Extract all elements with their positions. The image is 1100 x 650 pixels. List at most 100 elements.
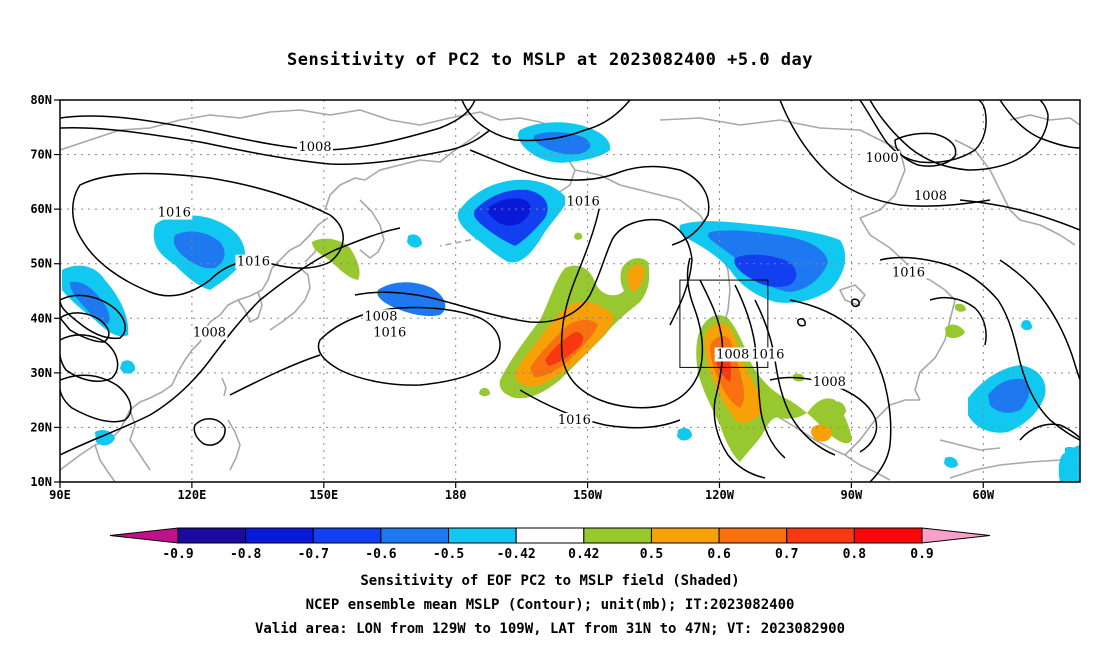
- colorbar-label: -0.8: [230, 547, 261, 562]
- colorbar-swatch: [515, 527, 585, 544]
- graticule: [60, 100, 1080, 482]
- lon-label: 120E: [177, 488, 206, 502]
- neg-region-west-core: [70, 281, 110, 324]
- colorbar-swatch: [380, 527, 450, 544]
- colorbar-swatch: [177, 527, 247, 544]
- pos-region-green-small-5: [479, 387, 490, 397]
- contour-label: 1008: [914, 189, 947, 204]
- colorbar: -0.9 -0.8 -0.7 -0.6 -0.5 -0.42 0.42 0.5 0.6 0.7 0.…: [109, 527, 991, 562]
- lon-label: 150E: [309, 488, 338, 502]
- longitude-axis: 90E 120E 150E 180 150W 120W 90W 60W: [49, 482, 995, 502]
- pos-region-green-small-1: [312, 238, 360, 280]
- neg-region-small-7: [1064, 446, 1080, 470]
- map-frame: [59, 99, 1081, 483]
- caption-line-3: Valid area: LON from 129W to 109W, LAT f…: [254, 621, 845, 637]
- contour-label: 1008: [193, 326, 226, 341]
- contour-label-bg: [297, 140, 333, 155]
- neg-region-small-2: [120, 360, 136, 374]
- neg-region-na-core: [734, 254, 797, 288]
- valid-area-box: [679, 279, 769, 368]
- colorbar-label: 0.42: [568, 547, 599, 562]
- colorbar-swatch: [583, 527, 652, 544]
- pos-region-green-small-3: [955, 303, 966, 312]
- lat-label: 50N: [30, 257, 52, 271]
- colorbar-label: 0.5: [640, 547, 663, 562]
- contour-label: 1016: [373, 326, 406, 341]
- contour-label-bg: [235, 254, 272, 269]
- contour-label-bg: [191, 325, 228, 340]
- contour-label: 1008: [813, 375, 846, 390]
- colorbar-swatch: [718, 527, 788, 544]
- colorbar-arrow-low: [109, 527, 179, 544]
- contour-label-bg: [556, 412, 593, 427]
- lat-label: 10N: [30, 475, 52, 489]
- contour-label-bg: [749, 347, 786, 362]
- lat-label: 30N: [30, 366, 52, 380]
- map-area: 1008101610161008101610081016100010081016…: [60, 100, 1080, 482]
- neg-region-small-4: [407, 234, 422, 248]
- lat-label: 40N: [30, 311, 52, 325]
- contour-label: 1016: [892, 266, 925, 281]
- pos-region-mexico-orange: [811, 424, 832, 442]
- contour-label-bg: [362, 309, 399, 324]
- colorbar-label: -0.9: [162, 547, 193, 562]
- contour-labels: 1008101610161008101610081016100010081016…: [156, 140, 949, 428]
- colorbar-swatch: [650, 527, 720, 544]
- contour-label-bg: [890, 265, 927, 280]
- contour-label-bg: [371, 325, 408, 340]
- caption-line-1: Sensitivity of EOF PC2 to MSLP field (Sh…: [360, 573, 740, 589]
- contour-label-bg: [565, 194, 602, 209]
- contour-label-bg: [714, 347, 751, 362]
- lat-label: 80N: [30, 93, 52, 107]
- contour-label: 1008: [716, 347, 749, 362]
- pos-region-green-small-4: [574, 232, 583, 240]
- contour-label-bg: [864, 151, 901, 166]
- pos-region-green-small-7: [829, 401, 846, 418]
- pos-region-green-small-2: [945, 324, 965, 339]
- neg-region-bering-core: [487, 198, 531, 226]
- colorbar-swatch: [786, 527, 855, 544]
- colorbar-swatch: [853, 527, 923, 544]
- neg-region-nw-pacific-core: [173, 231, 225, 269]
- colorbar-label: -0.42: [497, 547, 536, 562]
- neg-region-small-3: [677, 428, 692, 441]
- latitude-axis: 80N 70N 60N 50N 40N 30N 20N 10N: [30, 93, 60, 489]
- lat-label: 60N: [30, 202, 52, 216]
- neg-region-small-6: [944, 456, 958, 468]
- plot-title: Sensitivity of PC2 to MSLP at 2023082400…: [286, 50, 813, 70]
- lon-label: 180: [445, 488, 467, 502]
- contour-label: 1016: [567, 195, 600, 210]
- mslp-contours: [60, 100, 1080, 482]
- colorbar-label: 0.6: [707, 547, 731, 562]
- colorbar-label: 0.9: [910, 547, 933, 562]
- colorbar-label: -0.6: [365, 547, 396, 562]
- colorbar-arrow-high: [921, 527, 991, 544]
- sensitivity-shading: [62, 122, 1080, 482]
- lon-label: 60W: [972, 488, 994, 502]
- contour-label: 1016: [158, 206, 191, 221]
- neg-region-small-1: [95, 430, 115, 446]
- colorbar-swatch: [448, 527, 517, 544]
- contour-label-bg: [811, 374, 848, 389]
- lon-label: 150W: [573, 488, 603, 502]
- pos-region-central-pacific-red: [545, 332, 584, 366]
- lon-label: 90W: [841, 488, 863, 502]
- contour-label: 1008: [298, 140, 331, 155]
- caption-line-2: NCEP ensemble mean MSLP (Contour); unit(…: [305, 597, 795, 613]
- pos-region-ne-small-orange: [627, 264, 645, 292]
- colorbar-label: 0.7: [775, 547, 798, 562]
- colorbar-label: -0.5: [433, 547, 464, 562]
- colorbar-label: 0.8: [843, 547, 867, 562]
- colorbar-label: -0.7: [298, 547, 329, 562]
- neg-region-small-5: [1021, 320, 1032, 331]
- contour-label: 1000: [866, 151, 899, 166]
- contour-label: 1016: [751, 347, 784, 362]
- lon-label: 90E: [49, 488, 71, 502]
- neg-region-atlantic-core: [988, 378, 1030, 413]
- contour-label-bg: [912, 189, 949, 204]
- lat-label: 20N: [30, 420, 52, 434]
- neg-region-arctic-core: [533, 132, 591, 155]
- lat-label: 70N: [30, 148, 52, 162]
- contour-label-bg: [156, 205, 193, 220]
- contour-label: 1016: [237, 255, 270, 270]
